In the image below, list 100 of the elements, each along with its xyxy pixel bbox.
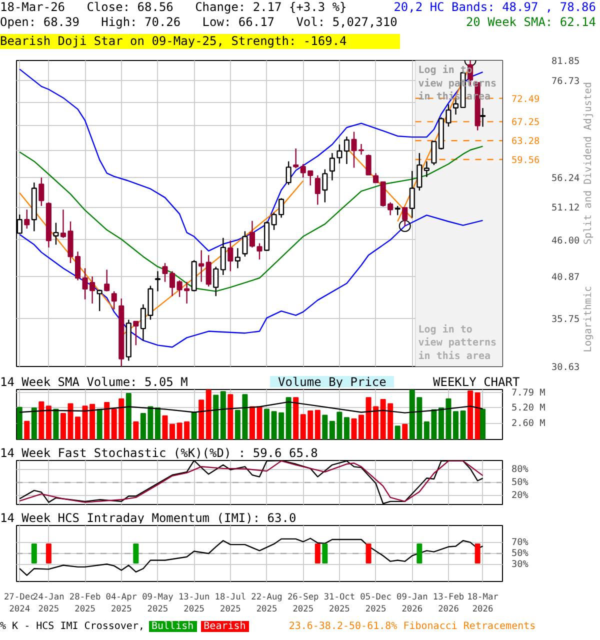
x-tick-label: 22-Aug 2025 [251,592,282,614]
candlestick [154,270,161,292]
bar [474,392,480,440]
x-tick-label: 18-Jul 2025 [214,592,246,614]
candlestick [286,160,292,186]
bar [213,394,219,440]
ref-line-label: 59.56 [512,154,540,166]
x-tick-label: 13-Jun 2025 [178,592,210,614]
bar [344,417,350,440]
bar [264,408,270,440]
bar [394,426,400,440]
text: 20 Week SMA: 62.14 [466,15,596,30]
candlestick [213,266,219,297]
ref-line-label: 63.28 [512,136,540,148]
bar [53,408,59,440]
text: % K - HCS IMI Crossover, [0,621,144,632]
bar [96,408,102,440]
bar [46,406,52,440]
candlestick [111,290,117,310]
candlestick [373,172,379,184]
y-tick-label: 76.73 [552,76,580,88]
y-tick-label: 50% [512,548,529,559]
x-tick-label: 28-Feb 2025 [69,592,101,614]
x-tick-label: 04-Apr 2025 [106,592,138,614]
chart-title: 14 Week HCS Intraday Momentum (IMI): 63.0 [0,511,296,525]
y-tick-label: 70% [512,536,529,548]
text: Bearish [200,621,249,632]
y-tick-label: 30% [512,559,529,570]
candlestick [366,154,372,176]
candlestick [416,152,422,192]
candlestick [249,220,256,248]
candlestick [104,269,110,292]
x-tick-label: 27-Dec 2024 [4,592,36,614]
x-tick-label: 05-Dec 2025 [360,592,392,614]
chart-subtitle: Open: 68.39 High: 70.26 Low: 66.17 Vol: 5,027,310 [0,15,398,30]
candlestick [228,240,234,272]
bar [480,408,486,440]
y-tick-label: 20% [512,490,529,502]
candlestick [234,248,240,269]
x-tick-label: 31-Oct 2025 [324,592,356,614]
bar [228,394,234,440]
bar [38,401,44,440]
x-tick-label: 26-Sep 2025 [287,592,319,614]
candlestick [480,107,486,128]
x-tick-label: 13-Feb 2026 [432,592,464,614]
y-tick-label: 2.60 M [512,418,546,430]
candlestick [206,254,212,288]
candlestick [424,160,430,178]
bar [191,412,197,440]
candlestick [53,222,59,246]
y-tick-label: 56.24 [552,172,580,184]
x-tick-label: 24-Jan 2025 [33,592,64,614]
text: Logarithmic [582,286,595,352]
bar [198,400,204,440]
y-tick-label: 51.12 [552,202,580,214]
candlestick [336,144,342,164]
chart-title: 18-Mar-26 Close: 68.56 Change: 2.17 {+3.3 %} [0,0,347,15]
bar [31,407,37,440]
bar [16,406,22,440]
candlestick [431,140,437,166]
y-tick-label: 7.79 M [512,388,546,398]
candlestick [133,320,139,346]
candlestick [409,170,415,218]
y-tick-label: 40.87 [552,272,580,284]
bar [314,410,320,440]
text: Bearish Doji Star on 09-May-25, Strength: -169.4 [0,34,400,49]
candlestick [256,242,262,260]
ref-line-label: 72.49 [512,94,540,105]
text: WEEKLY CHART [432,375,520,389]
y-axis-title: Split and Dividend Adjusted [582,82,595,245]
candlestick [220,237,226,276]
y-tick-label: 30.63 [552,362,580,373]
x-tick-label: 09-May 2025 [142,592,174,614]
line-series [19,401,484,414]
y-tick-label: 46.00 [552,235,580,246]
candlestick [96,289,102,312]
bar [133,421,139,440]
y-tick-label: 5.20 M [512,402,546,414]
bar [104,402,110,440]
bar [220,391,226,440]
ref-line-label: 67.25 [512,117,540,128]
text: Volume By Price [270,375,394,389]
x-tick-label: 18-Mar 2026 [467,592,498,614]
bar [468,390,474,440]
candlestick [242,230,248,258]
candlestick [24,209,30,230]
chart-title: 14 Week Fast Stochastic (%K)(%D) : 59.6 65.8 [0,446,318,460]
x-tick-label: 09-Jan 2026 [396,592,428,614]
bar [154,407,160,440]
line-series [19,146,484,292]
bar [206,390,212,440]
bar [402,424,408,440]
bar [286,397,292,440]
text: Bullish [148,621,197,632]
text: 23.6-38.2-50-61.8% Fibonacci Retracements [288,621,536,632]
y-tick-label: 35.75 [552,314,580,325]
candlestick [198,250,204,282]
bar [322,414,328,440]
bar [293,397,299,440]
bar [126,392,132,440]
